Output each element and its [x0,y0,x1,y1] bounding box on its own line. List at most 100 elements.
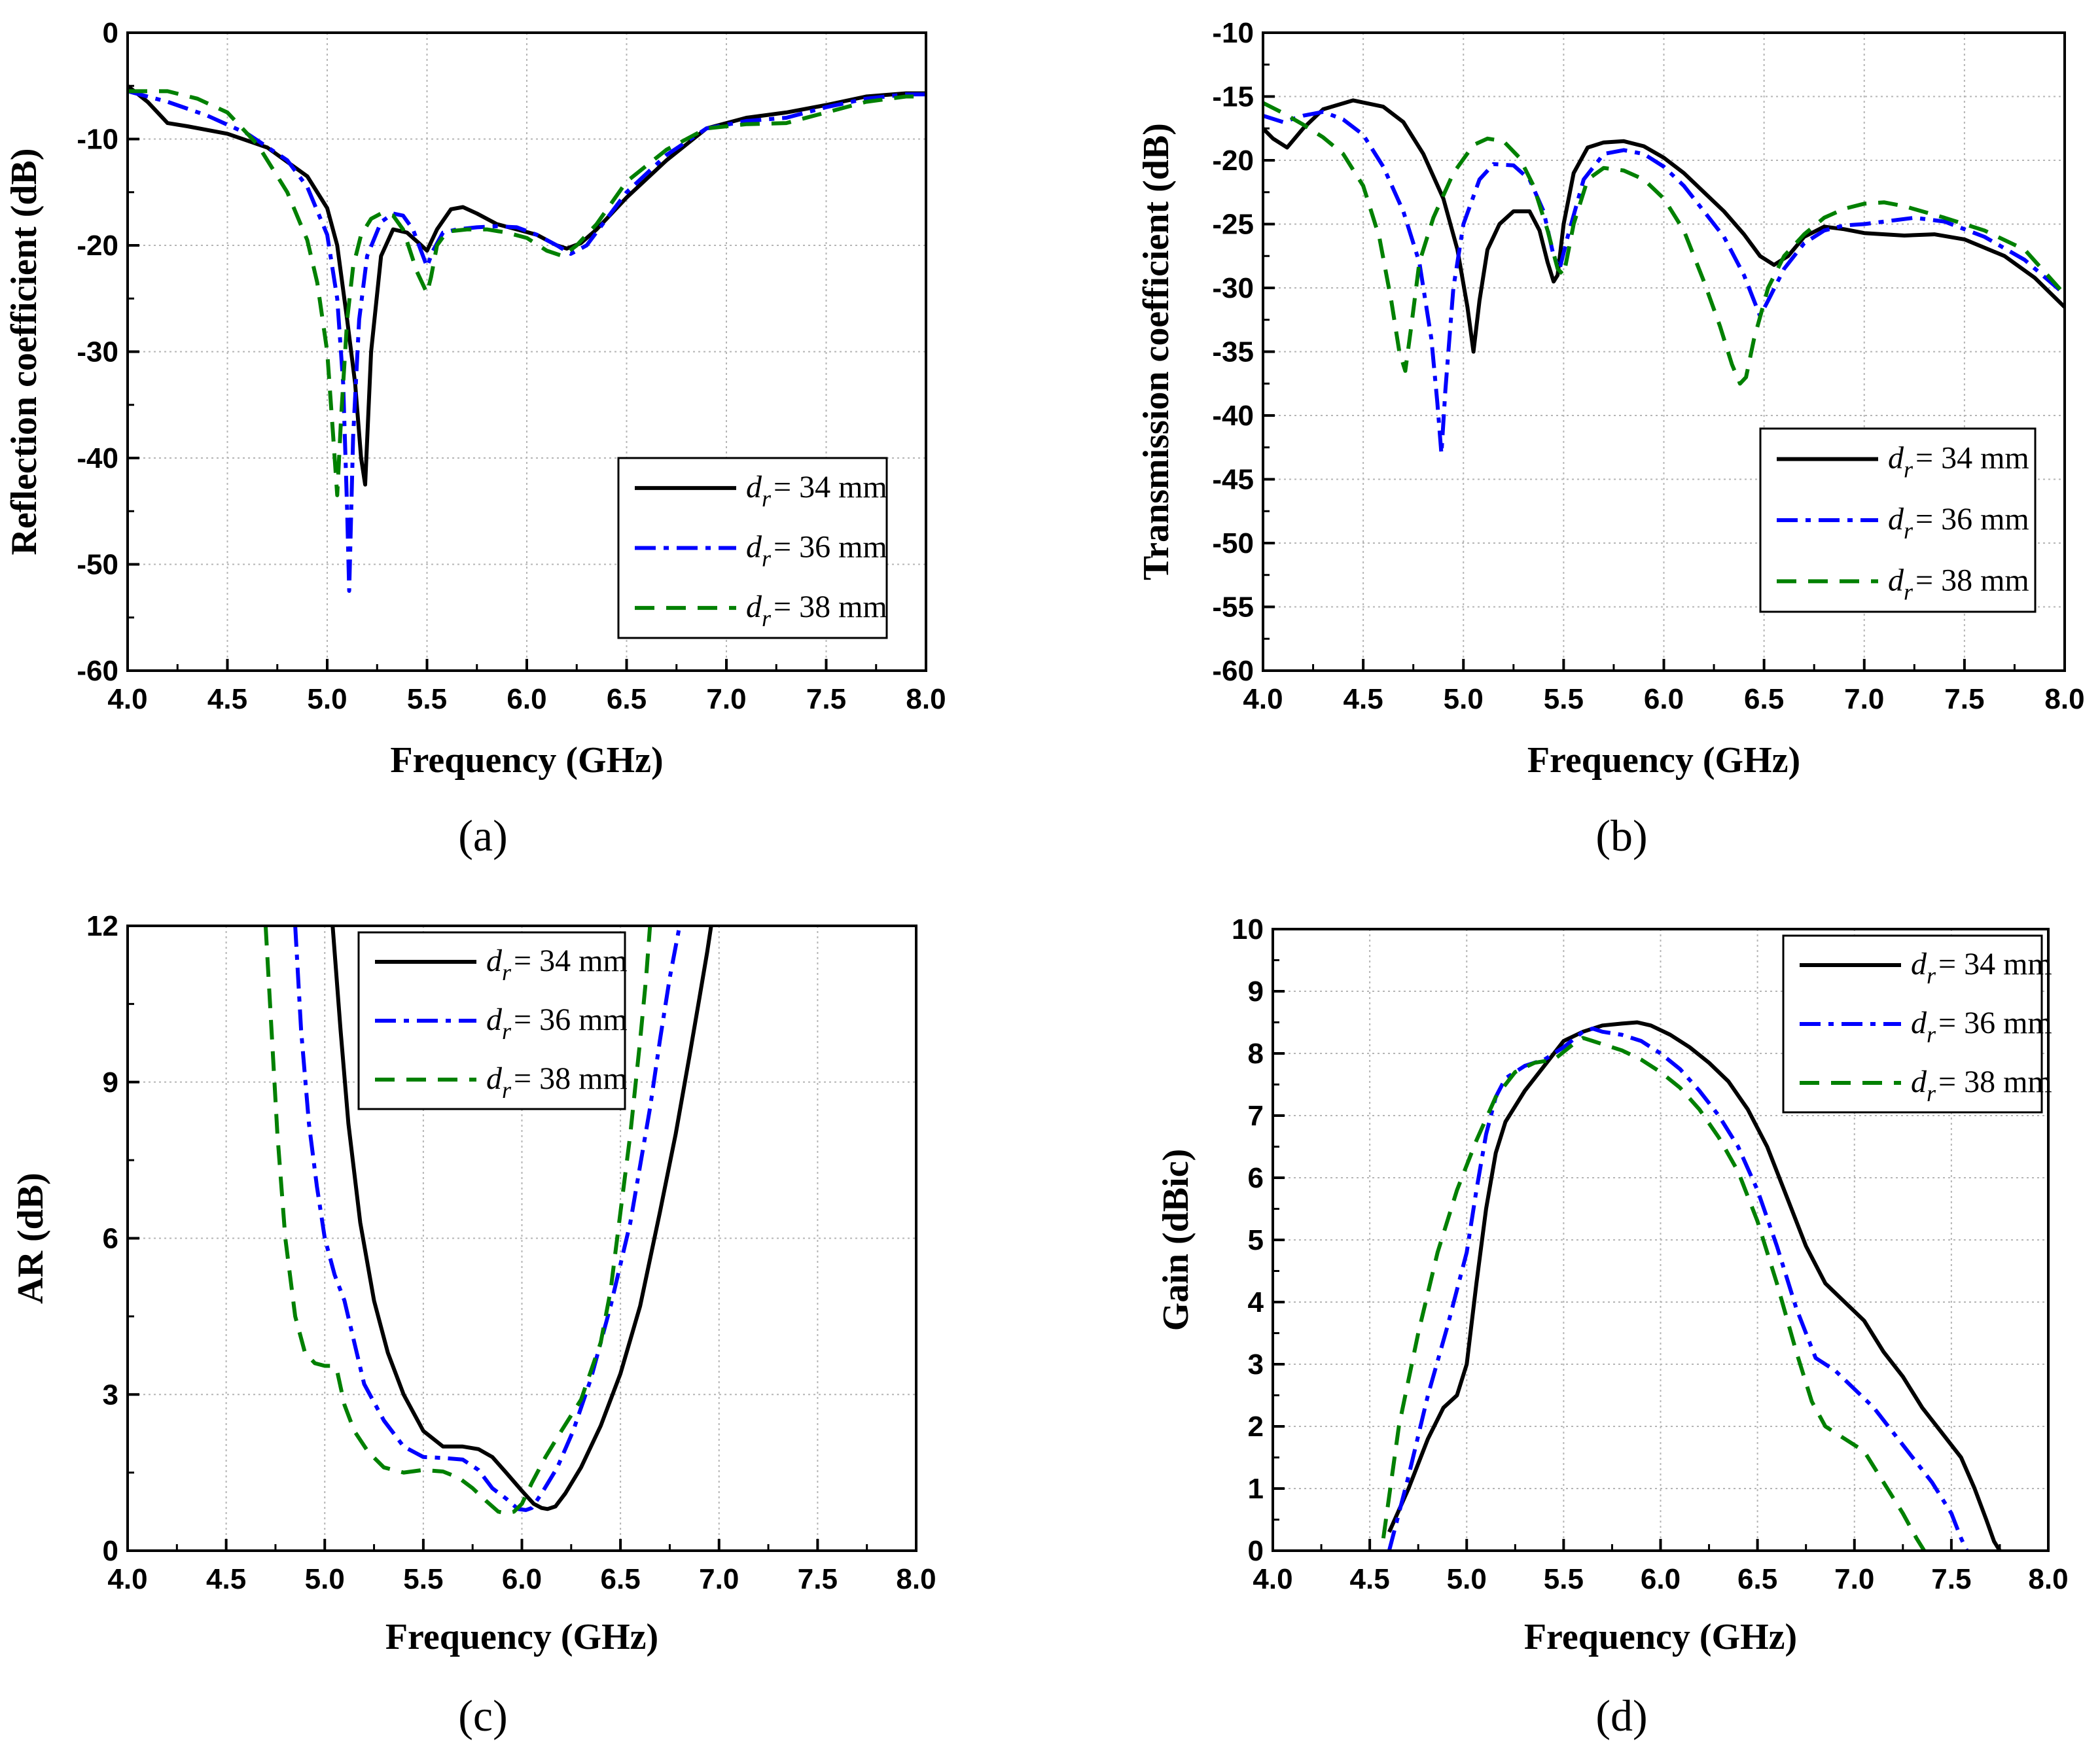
x-tick-label: 7.0 [706,683,746,715]
x-tick-label: 7.5 [1931,1563,1971,1595]
x-tick-label: 7.5 [798,1563,838,1595]
legend-label-2: dr= 36 mm [1888,502,2029,544]
x-axis-title: Frequency (GHz) [1527,740,1800,781]
x-tick-label: 8.0 [2044,683,2084,715]
chart-panel-3: 4.0 4.5 5.0 5.5 6.0 6.5 7.0 7.5 8.0 0 3 6 9 12 Frequen… [10,910,936,1740]
y-tick-label: -60 [1212,655,1254,687]
x-axis-title: Frequency (GHz) [390,740,663,781]
x-tick-label: 4.5 [206,1563,246,1595]
y-tick-label: -40 [1212,400,1254,432]
series-line-1 [1263,98,2065,354]
legend-label-3: dr= 38 mm [1888,563,2029,605]
series-line-2 [1263,109,2065,456]
x-tick-label: 6.5 [1737,1563,1777,1595]
y-tick-label: 0 [103,17,118,49]
panel-label: (b) [1595,811,1647,860]
x-tick-label: 5.0 [307,683,347,715]
y-tick-label: 5 [1248,1224,1264,1256]
x-tick-label: 5.0 [1444,683,1484,715]
x-axis: 4.0 4.5 5.0 5.5 6.0 6.5 7.0 7.5 8.0 [107,659,946,715]
legend-label-1: dr= 34 mm [746,470,887,512]
x-tick-label: 4.0 [1243,683,1283,715]
x-tick-label: 7.5 [806,683,846,715]
y-tick-label: 2 [1248,1411,1264,1443]
y-axis-title: Reflection coefficient (dB) [4,149,44,556]
series-line-1 [330,926,713,1511]
panel-label: (c) [458,1691,507,1740]
x-axis: 4.0 4.5 5.0 5.5 6.0 6.5 7.0 7.5 8.0 [1243,659,2085,715]
x-tick-label: 8.0 [896,1563,936,1595]
y-tick-label: -40 [77,442,118,474]
y-tick-label: 6 [103,1223,118,1255]
y-tick-label: 4 [1248,1286,1264,1318]
y-tick-label: 0 [1248,1535,1264,1567]
series-line-3 [128,89,926,497]
chart-panel-4: 4.0 4.5 5.0 5.5 6.0 6.5 7.0 7.5 8.0 0 1 2 3 4 5 6 7 8 9 10 F… [1156,913,2069,1740]
y-tick-label: 9 [103,1067,118,1099]
y-tick-label: -45 [1212,464,1254,496]
x-tick-label: 4.0 [107,683,147,715]
y-tick-label: 9 [1248,976,1264,1008]
x-axis: 4.0 4.5 5.0 5.5 6.0 6.5 7.0 7.5 8.0 [1253,1539,2069,1595]
x-tick-label: 4.5 [207,683,247,715]
y-tick-label: 10 [1232,913,1264,945]
y-tick-label: -20 [77,230,118,262]
y-tick-label: -60 [77,655,118,687]
chart-panel-1: 4.0 4.5 5.0 5.5 6.0 6.5 7.0 7.5 8.0 0 -10 -20 -30 -40… [4,17,946,860]
series-line-2 [128,89,926,593]
y-tick-label: 0 [103,1535,118,1567]
y-axis: 0 3 6 9 12 [86,910,139,1567]
y-tick-label: -10 [77,124,118,156]
y-tick-label: 3 [103,1379,118,1411]
y-tick-label: 3 [1248,1349,1264,1381]
series-line-1 [1387,1020,2002,1551]
legend-label-3: dr= 38 mm [486,1061,628,1103]
y-tick-label: 7 [1248,1100,1264,1132]
y-tick-label: -50 [1212,527,1254,559]
x-tick-label: 6.0 [507,683,546,715]
x-tick-label: 6.5 [607,683,647,715]
x-tick-label: 7.0 [1834,1563,1874,1595]
x-tick-label: 5.0 [1447,1563,1487,1595]
x-tick-label: 8.0 [2028,1563,2068,1595]
panel-label: (a) [458,811,507,860]
x-tick-label: 6.0 [1644,683,1684,715]
y-tick-label: -55 [1212,591,1254,624]
legend: dr= 34 mm dr= 36 mm dr= 38 mm [1759,427,2037,613]
y-tick-label: -35 [1212,336,1254,368]
y-tick-label: -30 [1212,272,1254,304]
x-tick-label: 5.5 [1544,683,1584,715]
x-tick-label: 4.5 [1344,683,1383,715]
legend-label-3: dr= 38 mm [746,590,887,631]
legend-label-1: dr= 34 mm [1888,441,2029,483]
legend: dr= 34 mm dr= 36 mm dr= 38 mm [1782,934,2052,1114]
panel-label: (d) [1595,1691,1647,1740]
x-tick-label: 6.5 [1744,683,1784,715]
y-tick-label: 8 [1248,1038,1264,1070]
legend-label-1: dr= 34 mm [486,944,628,985]
y-tick-label: 1 [1248,1473,1264,1505]
x-axis-title: Frequency (GHz) [1524,1617,1797,1657]
x-axis: 4.0 4.5 5.0 5.5 6.0 6.5 7.0 7.5 8.0 [107,1539,936,1595]
y-tick-label: 12 [86,910,118,942]
y-axis: 0 -10 -20 -30 -40 -50 -60 [77,17,139,687]
x-axis-title: Frequency (GHz) [385,1617,658,1657]
y-tick-label: -10 [1212,17,1254,49]
y-axis-title: Transmission coefficient (dB) [1136,123,1177,580]
y-tick-label: -30 [77,336,118,368]
series-line-2 [293,926,682,1512]
legend-label-2: dr= 36 mm [486,1002,628,1044]
legend-label-3: dr= 38 mm [1911,1065,2052,1106]
x-tick-label: 4.0 [1253,1563,1292,1595]
y-tick-label: -25 [1212,209,1254,241]
x-tick-label: 5.0 [305,1563,345,1595]
legend: dr= 34 mm dr= 36 mm dr= 38 mm [617,457,888,639]
chart-panel-2: 4.0 4.5 5.0 5.5 6.0 6.5 7.0 7.5 8.0-10-15-20-25-… [1136,17,2085,860]
x-tick-label: 5.5 [407,683,447,715]
y-tick-label: -20 [1212,145,1254,177]
series-line-3 [1263,101,2065,386]
x-tick-label: 4.5 [1350,1563,1390,1595]
y-axis-title: AR (dB) [10,1173,51,1304]
x-tick-label: 7.5 [1944,683,1984,715]
x-tick-label: 7.0 [1844,683,1884,715]
